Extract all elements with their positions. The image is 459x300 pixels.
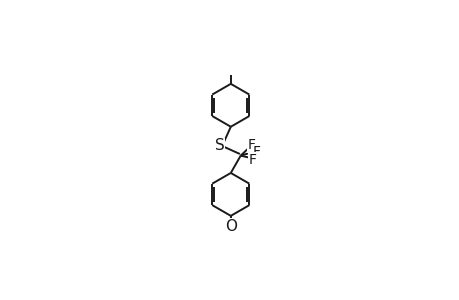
Text: F: F [247,138,255,152]
Text: O: O [224,219,236,234]
Text: F: F [248,153,257,167]
Text: F: F [252,145,260,158]
Text: S: S [215,138,224,153]
